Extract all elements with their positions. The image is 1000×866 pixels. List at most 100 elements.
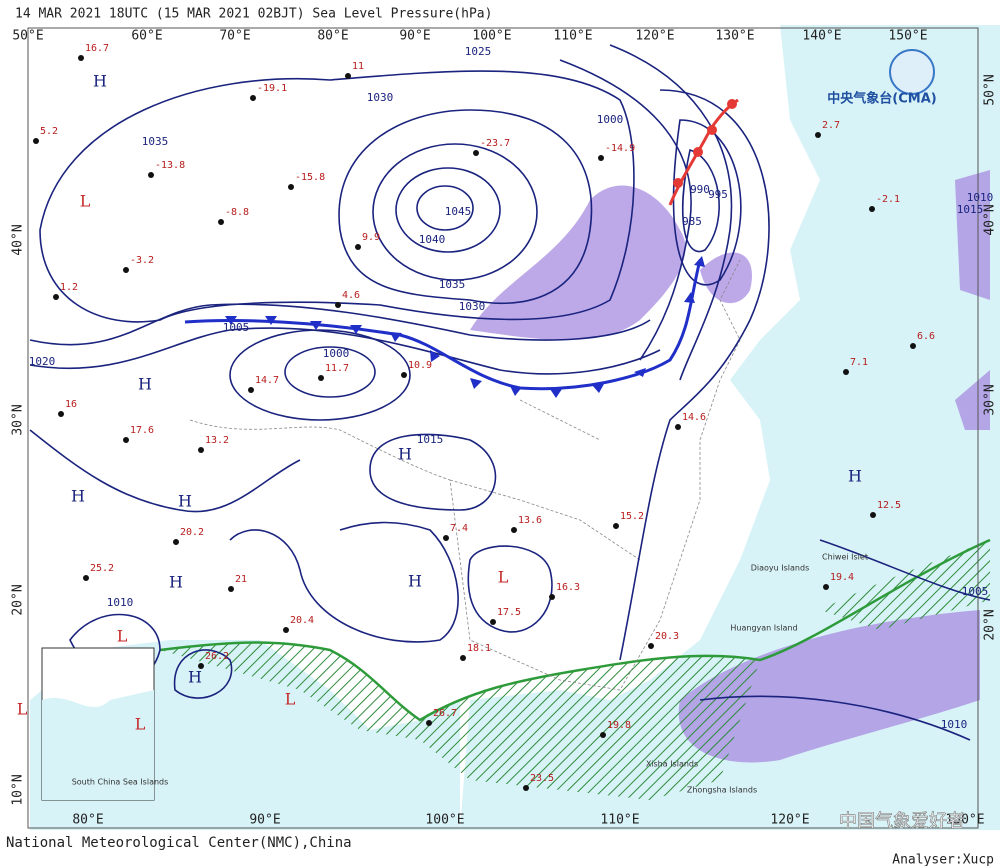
station-value: -8.8	[225, 207, 249, 218]
isobar-label: 1015	[417, 433, 444, 446]
station-value: 6.6	[917, 331, 935, 342]
station-value: 9.9	[362, 232, 380, 243]
station-dot	[426, 720, 432, 726]
station-value: 16.7	[85, 43, 109, 54]
isobar-label: 1010	[967, 191, 994, 204]
station-dot	[815, 132, 821, 138]
station-value: 13.6	[518, 515, 542, 526]
lat-label: 50°N	[983, 74, 998, 105]
pressure-center: H	[93, 72, 107, 91]
station-value: 26.2	[205, 651, 229, 662]
station-value: -19.1	[257, 83, 287, 94]
map-frame	[27, 27, 979, 829]
isobar	[369, 433, 497, 511]
station-value: 21	[235, 574, 247, 585]
station-value: 16	[65, 399, 77, 410]
pressure-center: H	[71, 487, 85, 506]
lon-label: 120°E	[635, 29, 674, 44]
isobars	[29, 44, 991, 741]
lon-label: 140°E	[802, 29, 841, 44]
station-dot	[53, 294, 59, 300]
station-dot	[345, 73, 351, 79]
lon-label: 100°E	[425, 813, 464, 828]
station-value: 1.2	[60, 282, 78, 293]
pressure-center: H	[398, 445, 412, 464]
lon-label: 110°E	[600, 813, 639, 828]
station-value: -23.7	[480, 138, 510, 149]
borders	[189, 259, 741, 691]
lon-label: 130°E	[715, 29, 754, 44]
isobar-label: 1010	[941, 718, 968, 731]
station-dot	[218, 219, 224, 225]
isobar-label: 985	[682, 215, 702, 228]
station-dot	[910, 343, 916, 349]
isobar	[372, 143, 538, 281]
isobar	[29, 327, 661, 375]
station-dot	[58, 411, 64, 417]
station-value: 7.4	[450, 523, 468, 534]
station-dot	[869, 206, 875, 212]
place-name: Xisha Islands	[646, 760, 698, 769]
station-value: 26.7	[433, 708, 457, 719]
pressure-center: L	[117, 627, 128, 646]
station-value: -3.2	[130, 255, 154, 266]
station-dot	[335, 302, 341, 308]
lat-label: 20°N	[11, 584, 26, 615]
station-value: 19.8	[607, 720, 631, 731]
station-dot	[123, 437, 129, 443]
station-value: 2.7	[822, 120, 840, 131]
isobar	[29, 303, 651, 346]
pressure-center: L	[498, 568, 509, 587]
pressure-center: L	[285, 690, 296, 709]
station-dot	[823, 584, 829, 590]
station-value: 20.3	[655, 631, 679, 642]
station-dot	[288, 184, 294, 190]
pressure-center: H	[848, 467, 862, 486]
lon-label: 90°E	[399, 29, 430, 44]
station-value: 11	[352, 61, 364, 72]
front-symbols	[673, 99, 737, 188]
station-value: 15.2	[620, 511, 644, 522]
isobar-label: 1005	[223, 321, 250, 334]
isobar-label: 1005	[962, 585, 989, 598]
place-name: South China Sea Islands	[72, 778, 169, 787]
station-dot	[843, 369, 849, 375]
isobar-label: 990	[690, 183, 710, 196]
station-value: 17.5	[497, 607, 521, 618]
station-value: 4.6	[342, 290, 360, 301]
station-dot	[613, 523, 619, 529]
pressure-center: H	[188, 668, 202, 687]
precip-area	[955, 170, 990, 430]
front-symbols	[225, 256, 705, 398]
station-dot	[355, 244, 361, 250]
lon-label: 60°E	[131, 29, 162, 44]
station-dot	[83, 575, 89, 581]
station-dot	[228, 586, 234, 592]
place-name: Diaoyu Islands	[751, 564, 810, 573]
isobar	[338, 109, 593, 305]
station-dot	[148, 172, 154, 178]
station-dot	[523, 785, 529, 791]
station-value: 25.2	[90, 563, 114, 574]
isobar-label: 1030	[367, 91, 394, 104]
isobar	[619, 89, 770, 661]
isobar	[672, 119, 742, 286]
isobar	[395, 167, 501, 253]
isobar	[681, 148, 720, 253]
station-value: 23.5	[530, 773, 554, 784]
pressure-center: H	[408, 572, 422, 591]
station-dot	[283, 627, 289, 633]
station-dot	[198, 663, 204, 669]
green-line	[159, 538, 991, 722]
lon-label: 110°E	[553, 29, 592, 44]
pressure-center: L	[135, 715, 146, 734]
station-value: 16.3	[556, 582, 580, 593]
station-dot	[870, 512, 876, 518]
station-dot	[549, 594, 555, 600]
station-value: 10.9	[408, 360, 432, 371]
station-dot	[443, 535, 449, 541]
hatched-area	[160, 642, 760, 800]
lat-label: 30°N	[983, 384, 998, 415]
station-dot	[473, 150, 479, 156]
